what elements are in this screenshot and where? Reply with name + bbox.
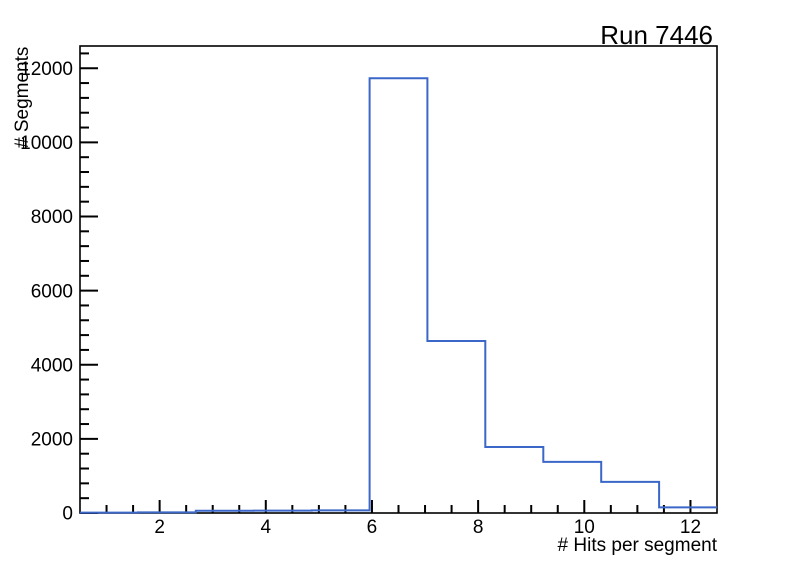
y-axis-tick-label: 6000 [31,281,73,302]
y-axis-tick-label: 10000 [20,133,73,154]
y-axis-tick-label: 4000 [31,355,73,376]
histogram-line [80,77,717,514]
x-axis-title: # Hits per segment [558,535,718,556]
axis-tick-labels: 2 4 6 8 10 12 0 2000 4000 6000 8000 10000 12000 [20,59,701,538]
x-axis-tick-label: 4 [261,517,272,538]
x-axis-tick-label: 8 [473,517,484,538]
x-axis-tick-label: 12 [680,517,701,538]
y-axis-tick-label: 0 [62,504,73,525]
y-axis-tick-label: 2000 [31,430,73,451]
y-axis-tick-label: 8000 [31,207,73,228]
plot-frame [79,45,718,514]
axis-ticks [80,52,692,514]
x-axis-tick-label: 6 [367,517,378,538]
x-axis-tick-label: 2 [154,517,165,538]
x-axis-tick-label: 10 [574,517,595,538]
y-axis-tick-label: 12000 [20,59,73,80]
plot-title: Run 7446 [600,20,713,50]
y-axis-title: # Segments [12,47,33,148]
